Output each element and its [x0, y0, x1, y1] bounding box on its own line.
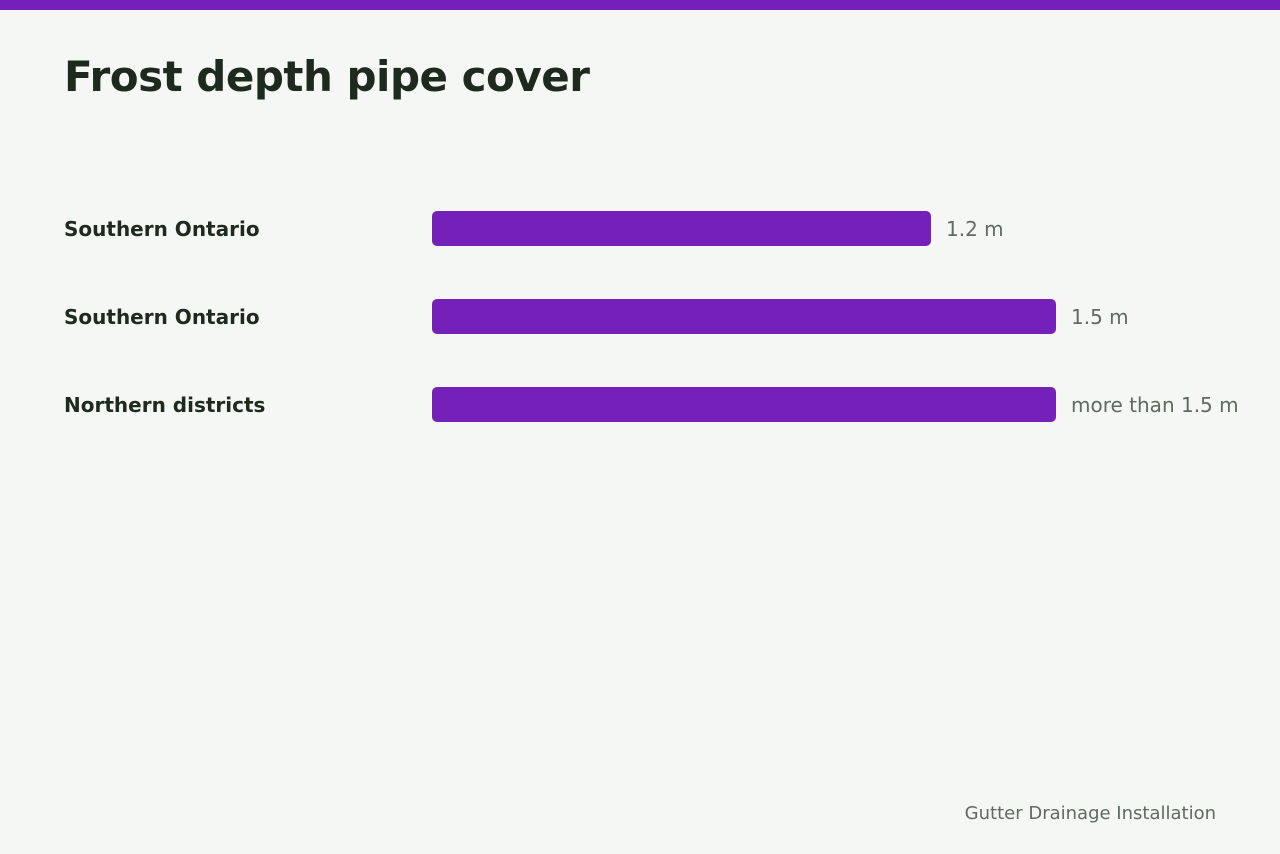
bar: [432, 299, 1056, 334]
accent-strip: [0, 0, 1280, 10]
footer-brand: Gutter Drainage Installation: [964, 803, 1216, 824]
page-title: Frost depth pipe cover: [64, 52, 590, 101]
category-label: Southern Ontario: [64, 305, 260, 329]
bar: [432, 387, 1056, 422]
bar: [432, 211, 931, 246]
value-label: 1.2 m: [946, 217, 1004, 241]
value-label: more than 1.5 m: [1071, 393, 1239, 417]
category-label: Northern districts: [64, 393, 266, 417]
category-label: Southern Ontario: [64, 217, 260, 241]
value-label: 1.5 m: [1071, 305, 1129, 329]
